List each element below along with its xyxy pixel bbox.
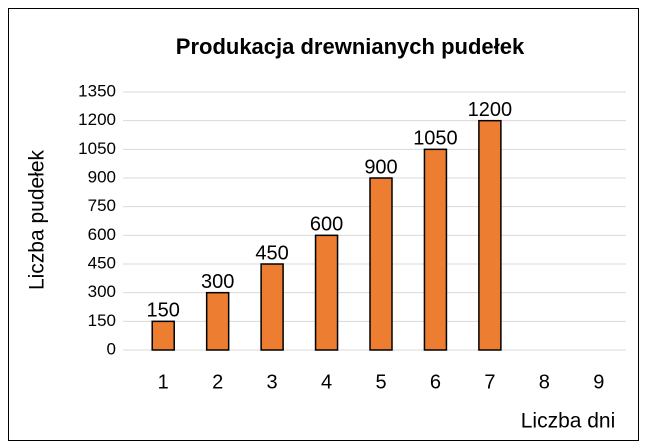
y-tick-label: 0 — [107, 339, 116, 358]
y-tick-label: 900 — [88, 167, 116, 186]
data-label: 900 — [364, 156, 397, 178]
chart-title: Produkacja drewnianych pudełek — [176, 34, 525, 59]
y-tick-label: 600 — [88, 225, 116, 244]
bar — [478, 119, 502, 351]
x-tick-label: 9 — [593, 371, 604, 393]
x-tick-label: 7 — [484, 371, 495, 393]
x-tick-label: 8 — [539, 371, 550, 393]
x-axis-label: Liczba dni — [521, 410, 616, 433]
bar — [205, 291, 230, 351]
bar — [151, 320, 175, 351]
y-tick-label: 150 — [88, 311, 116, 330]
data-label: 1200 — [468, 99, 513, 121]
y-tick-label: 450 — [88, 253, 116, 272]
data-label: 1050 — [413, 128, 458, 150]
y-axis-label: Liczba pudełek — [26, 149, 49, 290]
x-tick-label: 3 — [267, 371, 278, 393]
y-tick-label: 1050 — [78, 139, 116, 158]
data-label: 600 — [310, 214, 343, 236]
data-label: 150 — [147, 300, 180, 322]
y-tick-label: 1200 — [78, 110, 116, 129]
y-tick-label: 1350 — [78, 81, 116, 100]
bar — [314, 234, 339, 351]
y-tick-label: 750 — [88, 196, 116, 215]
y-tick-label: 300 — [88, 282, 116, 301]
x-tick-label: 6 — [430, 371, 441, 393]
data-label: 450 — [255, 242, 288, 264]
x-tick-label: 5 — [375, 371, 386, 393]
data-label: 300 — [201, 271, 234, 293]
bar — [369, 177, 393, 351]
x-tick-label: 2 — [212, 371, 223, 393]
bar — [423, 148, 448, 351]
bar — [260, 263, 284, 351]
x-tick-label: 4 — [321, 371, 332, 393]
x-tick-label: 1 — [158, 371, 169, 393]
chart-frame — [8, 8, 639, 441]
